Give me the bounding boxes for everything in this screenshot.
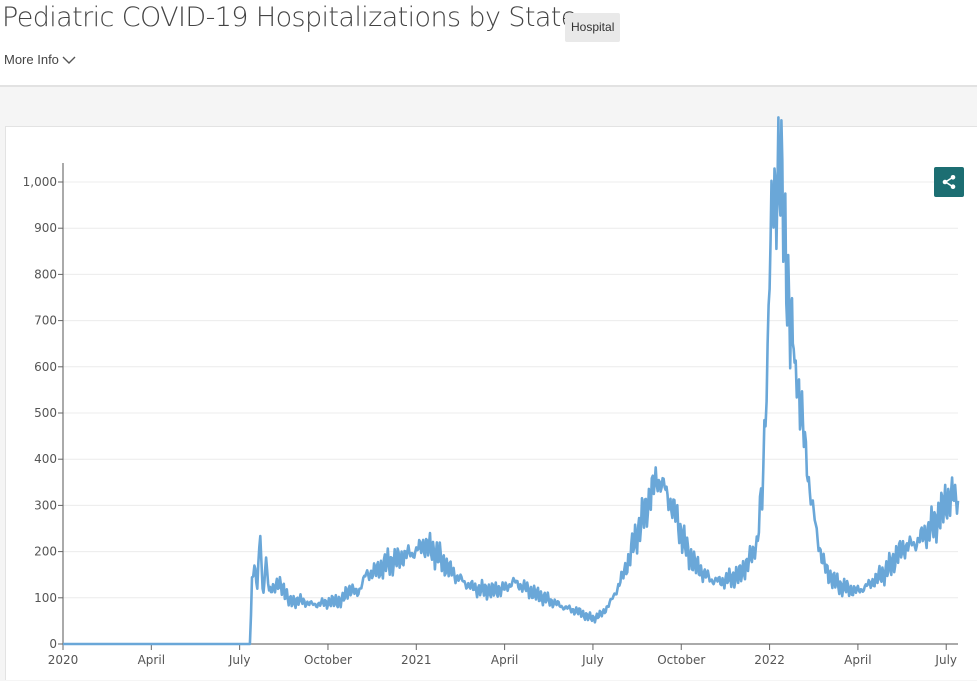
x-tick-label: October: [657, 653, 705, 667]
y-tick-label: 0: [49, 637, 57, 651]
y-tick-label: 600: [34, 360, 57, 374]
share-button[interactable]: [934, 167, 964, 197]
y-tick-label: 800: [34, 267, 57, 281]
y-tick-label: 700: [34, 314, 57, 328]
chart-axes: [62, 163, 958, 645]
share-icon: [942, 175, 956, 189]
hospital-tag[interactable]: Hospital: [565, 13, 621, 42]
grid-lines: [63, 181, 958, 599]
y-tick-label: 200: [34, 545, 57, 559]
more-info-label: More Info: [4, 52, 59, 67]
y-axis-ticks: 0 100 200 300 400 500 600 700 800 900 1,000: [23, 175, 63, 651]
y-tick-label: 300: [34, 498, 57, 512]
y-tick-label: 1,000: [23, 175, 57, 189]
x-tick-label: 2020: [48, 653, 79, 667]
more-info-toggle[interactable]: More Info: [4, 52, 76, 67]
y-tick-label: 900: [34, 221, 57, 235]
x-tick-label: 2022: [754, 653, 785, 667]
y-tick-label: 100: [34, 591, 57, 605]
series-group: [62, 116, 960, 646]
page-title: Pediatric COVID-19 Hospitalizations by S…: [2, 2, 577, 33]
series-line: [62, 116, 960, 646]
page-header: Pediatric COVID-19 Hospitalizations by S…: [0, 0, 977, 85]
x-tick-label: April: [844, 653, 871, 667]
y-tick-label: 500: [34, 406, 57, 420]
x-tick-label: 2021: [401, 653, 432, 667]
x-axis-ticks: 2020 April July October 2021 April July October…: [48, 644, 957, 667]
x-tick-label: April: [138, 653, 165, 667]
chevron-down-icon: [62, 56, 76, 64]
x-tick-label: July: [581, 653, 604, 667]
x-tick-label: July: [934, 653, 957, 667]
x-tick-label: April: [491, 653, 518, 667]
x-tick-label: October: [304, 653, 352, 667]
y-tick-label: 400: [34, 452, 57, 466]
x-tick-label: July: [228, 653, 251, 667]
